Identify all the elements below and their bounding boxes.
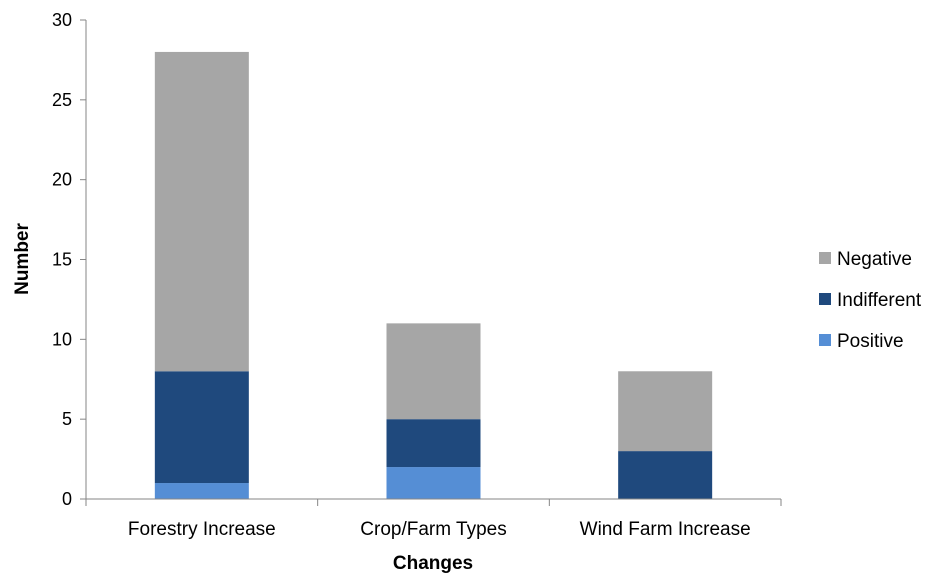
legend-item-indifferent: Indifferent	[819, 290, 922, 311]
x-tick-label: Crop/Farm Types	[360, 519, 506, 540]
y-tick-label: 30	[52, 10, 72, 30]
bar-positive-crop-farm-types	[386, 467, 481, 499]
legend-label: Positive	[837, 331, 904, 352]
y-tick-label: 5	[62, 409, 72, 429]
x-axis-title: Changes	[393, 553, 473, 574]
bar-negative-forestry-increase	[154, 51, 249, 372]
legend-label: Negative	[837, 249, 912, 270]
bar-stack-wind-farm-increase	[618, 371, 713, 499]
bar-indifferent-wind-farm-increase	[618, 451, 713, 499]
legend-swatch	[819, 293, 831, 305]
y-tick-label: 15	[52, 250, 72, 270]
y-tick-label: 10	[52, 329, 72, 349]
legend-item-negative: Negative	[819, 249, 912, 270]
x-tick-label: Wind Farm Increase	[580, 519, 751, 540]
bar-negative-wind-farm-increase	[618, 371, 713, 452]
y-axis: 0 5 10 15 20 25 30	[52, 10, 87, 509]
y-tick-label: 20	[52, 170, 72, 190]
y-tick-label: 25	[52, 90, 72, 110]
y-tick-label: 0	[62, 489, 72, 509]
bar-indifferent-crop-farm-types	[386, 419, 481, 468]
bar-negative-crop-farm-types	[386, 323, 481, 420]
legend-swatch	[819, 334, 831, 346]
legend-swatch	[819, 252, 831, 264]
bar-positive-forestry-increase	[154, 483, 249, 499]
plot-area	[154, 51, 713, 499]
y-axis-title: Number	[12, 223, 33, 295]
legend-label: Indifferent	[837, 290, 922, 311]
legend-item-positive: Positive	[819, 331, 904, 352]
x-axis: Forestry Increase Crop/Farm Types Wind Far…	[85, 498, 782, 540]
legend: Negative Indifferent Positive	[819, 249, 922, 352]
x-tick-label: Forestry Increase	[128, 519, 276, 540]
bar-stack-forestry-increase	[154, 51, 249, 499]
bar-indifferent-forestry-increase	[154, 371, 249, 484]
bar-stack-crop-farm-types	[386, 323, 481, 499]
